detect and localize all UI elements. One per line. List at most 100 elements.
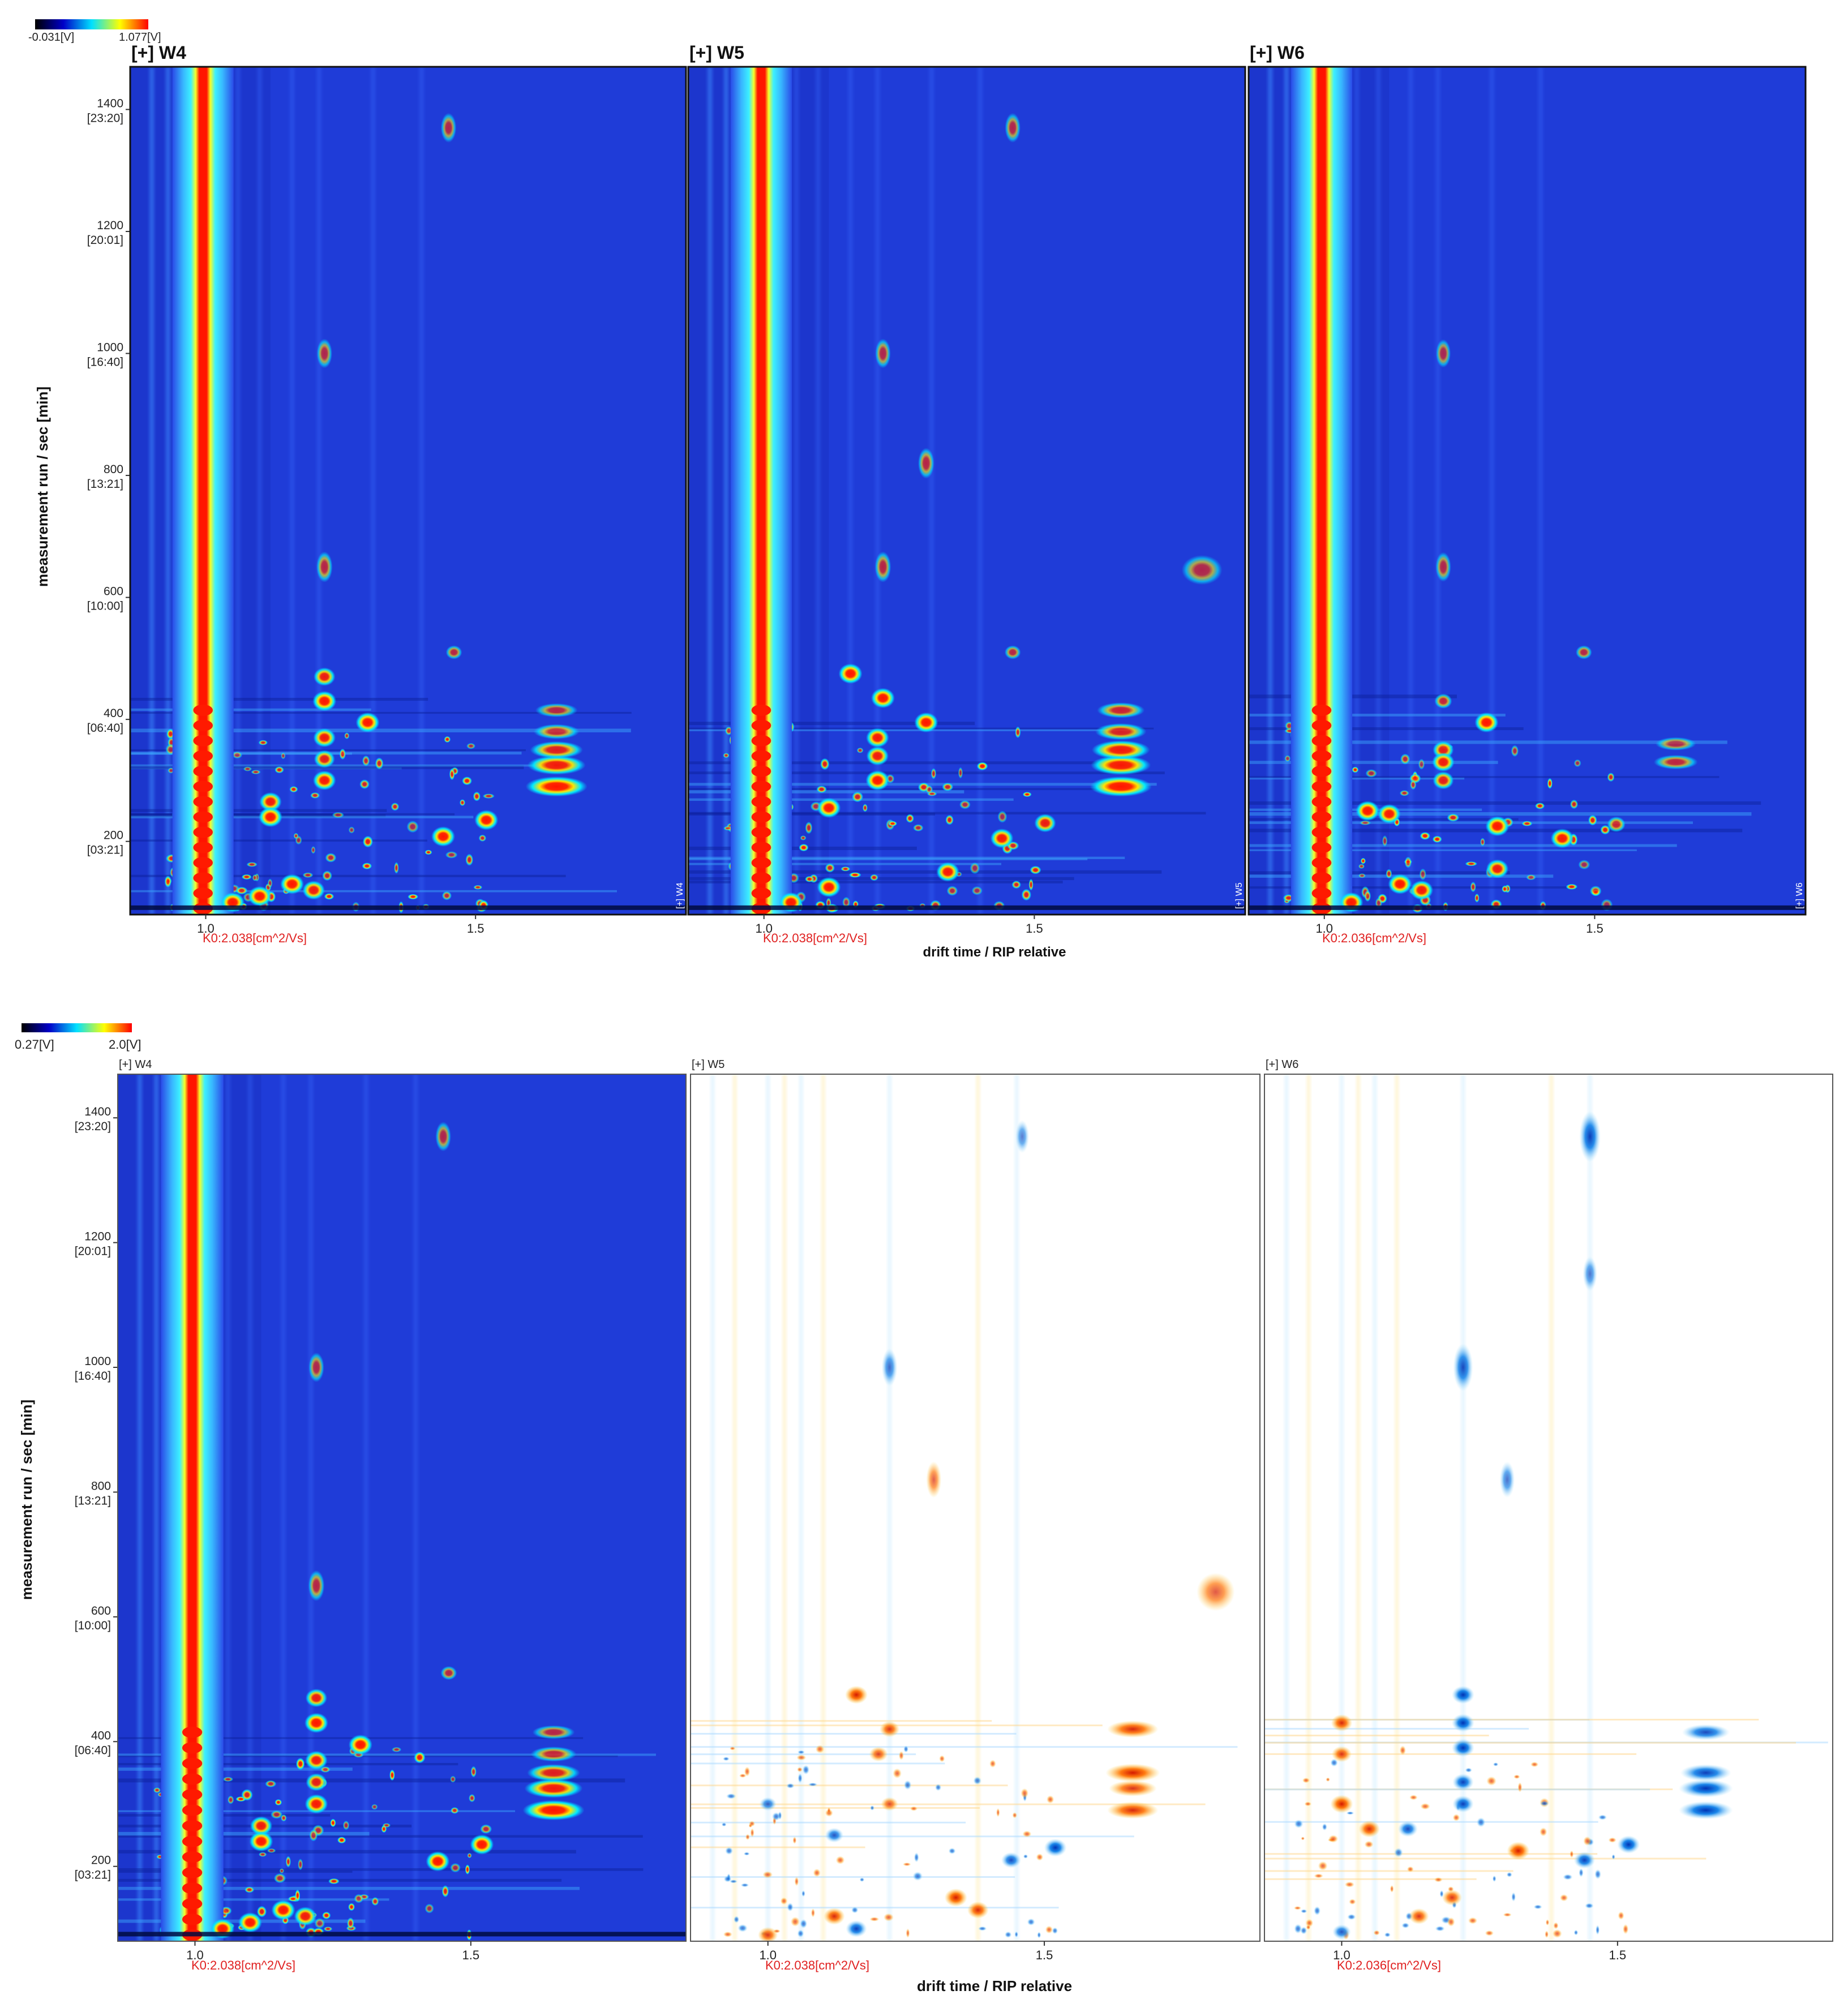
top-panel-w5-plot-trace-line xyxy=(708,67,713,915)
top-panel-w4-plot-peak xyxy=(247,886,272,907)
bottom-panel-w6-plot-speckle xyxy=(1585,1903,1594,1909)
bottom-panel-w4-plot-streak xyxy=(118,1835,643,1838)
bottom-panel-w5-plot-trace-line xyxy=(711,1074,715,1941)
top-panel-w5-k0-label: K0:2.038[cm^2/Vs] xyxy=(763,931,867,945)
top-panel-w4-plot-speckle xyxy=(406,820,419,833)
top-panel-w5-plot-streak xyxy=(688,722,975,726)
top-panel-w6-plot-speckle xyxy=(1382,835,1388,847)
bottom-panel-w6-plot-speckle xyxy=(1623,1924,1629,1934)
bottom-panel-w4-plot-speckle xyxy=(467,1852,472,1859)
bottom-panel-w5-plot-speckle xyxy=(750,1828,754,1838)
top-panel-w4-plot-speckle xyxy=(235,886,248,895)
bottom-panel-w6-plot-speckle xyxy=(1435,1925,1445,1932)
top-panel-w6-plot-speckle xyxy=(1511,745,1519,757)
top-panel-w5-plot-speckle xyxy=(946,886,958,896)
bottom-panel-w6-plot-diff-peak xyxy=(1409,1908,1429,1924)
bottom-panel-w5-plot-streak xyxy=(691,1746,1238,1748)
bottom-panel-w5-plot-streak xyxy=(691,1753,916,1756)
bottom-panel-w6-plot-speckle xyxy=(1530,1761,1539,1767)
top-panel-w5-plot-speckle xyxy=(851,791,864,803)
bottom-panel-w4-plot-speckle xyxy=(371,1897,379,1906)
top-y-tick-sublabel: [03:21] xyxy=(87,844,123,857)
top-panel-w6-plot-speckle xyxy=(1410,779,1417,790)
top-panel-w4-plot-speckle xyxy=(251,770,261,775)
bottom-panel-w5-plot-speckle xyxy=(740,1883,749,1887)
top-panel-w5-plot-speckle xyxy=(958,767,963,779)
bottom-panel-w4-plot-speckle xyxy=(337,1837,346,1844)
bottom-panel-w6-plot-content xyxy=(1264,1074,1833,1941)
bottom-panel-w6-plot-speckle xyxy=(1434,1877,1443,1882)
top-panel-w6-plot-streak xyxy=(1249,777,1465,780)
bottom-panel-w5-plot-speckle xyxy=(813,1868,821,1877)
bottom-panel-w6-plot-x-tick-label: 1.0 xyxy=(1333,1948,1350,1962)
top-y-tick-sublabel: [16:40] xyxy=(87,356,123,369)
bottom-y-tick-label: 400 xyxy=(91,1729,111,1742)
top-panel-w4-plot-speckle xyxy=(325,853,337,863)
top-panel-w6-plot-streak xyxy=(1249,849,1637,851)
bottom-panel-w4-plot-streak xyxy=(118,1898,389,1901)
top-panel-w6-plot-peak xyxy=(1607,816,1626,833)
top-y-tick-sublabel: [06:40] xyxy=(87,722,123,735)
top-panel-w5-plot-x-tick-label: 1.5 xyxy=(1026,921,1043,936)
top-panel-w4-plot-side-label: [+] W4 xyxy=(675,882,685,909)
bottom-panel-w5-plot-speckle xyxy=(780,1897,788,1905)
top-panel-w6-plot-rip-bulge xyxy=(1311,826,1332,838)
bottom-panel-w6-plot-trace-line xyxy=(1340,1074,1344,1941)
bottom-panel-w6-plot-speckle xyxy=(1513,1774,1520,1779)
bottom-panel-w4-plot-speckle xyxy=(450,1863,461,1873)
top-panel-w5-plot-rip-bulge xyxy=(751,796,771,808)
top-panel-w5-plot-speckle xyxy=(888,821,897,826)
bottom-panel-w4-plot-peak xyxy=(532,1725,575,1740)
bottom-panel-w6-plot-speckle xyxy=(1598,1814,1607,1820)
bottom-panel-w5-plot-speckle xyxy=(729,1880,738,1883)
bottom-panel-w5-plot-speckle xyxy=(903,1862,911,1867)
bottom-panel-w6-plot-speckle xyxy=(1409,1795,1418,1800)
top-panel-w4-plot-speckle xyxy=(267,878,273,889)
bottom-panel-w5-plot-speckle xyxy=(739,1773,747,1778)
top-panel-w4-plot-streak xyxy=(130,711,632,714)
bottom-panel-w5-k0-label: K0:2.038[cm^2/Vs] xyxy=(765,1958,869,1972)
bottom-panel-w4-plot-speckle xyxy=(298,1858,303,1870)
top-panel-w5-plot-streak xyxy=(688,761,1113,765)
top-panel-w6-plot-streak xyxy=(1249,761,1498,764)
top-panel-w6-plot-speckle xyxy=(1570,799,1579,809)
bottom-panel-w4-plot-rip-bulge xyxy=(182,1898,203,1910)
top-y-tick-label: 200 xyxy=(104,829,123,842)
bottom-panel-w6-plot-speckle xyxy=(1314,1873,1323,1878)
bottom-panel-w4-plot-streak xyxy=(118,1753,656,1756)
bottom-y-tick-label: 1200 xyxy=(84,1230,111,1243)
bottom-panel-w5-plot-diff-peak xyxy=(1105,1764,1160,1782)
bottom-panel-w5-plot-diff-peak xyxy=(1107,1801,1159,1819)
top-y-tick-sublabel: [20:01] xyxy=(87,234,123,247)
top-panel-w5-plot-speckle xyxy=(1022,792,1032,797)
top-y-tick-sublabel: [23:20] xyxy=(87,111,123,125)
top-panel-w4-plot-speckle xyxy=(164,876,171,888)
bottom-y-tick-sublabel: [20:01] xyxy=(75,1245,111,1258)
top-panel-w4-plot-peak xyxy=(302,881,325,900)
top-panel-w6-plot-speckle xyxy=(1352,766,1359,773)
top-panel-w5-plot-speckle xyxy=(841,866,851,872)
top-panel-w5-plot-peak xyxy=(1091,740,1150,760)
bottom-panel-w4-plot-speckle xyxy=(450,1807,459,1814)
bottom-panel-w5-plot-speckle xyxy=(749,1821,756,1827)
top-panel-w5-plot-speckle xyxy=(971,886,983,895)
top-y-tick-label: 1200 xyxy=(97,219,123,232)
bottom-panel-w4-plot-speckle xyxy=(382,1823,391,1828)
top-panel-w5-plot-speckle xyxy=(976,762,988,771)
top-panel-w5-plot-speckle xyxy=(945,814,954,825)
bottom-panel-w5-plot-streak xyxy=(691,1803,1206,1805)
bottom-panel-w5-plot-speckle xyxy=(934,1783,942,1791)
top-panel-w5-plot-speckle xyxy=(862,804,868,812)
bottom-y-tick-label: 600 xyxy=(91,1604,111,1617)
bottom-panel-w6-plot-speckle xyxy=(1294,1906,1301,1910)
bottom-panel-w4-plot-rip-bulge xyxy=(182,1757,203,1769)
bottom-panel-w4-plot-rip-bulge xyxy=(182,1804,203,1816)
top-y-tick-label: 800 xyxy=(104,463,123,476)
top-panel-w6-plot-streak xyxy=(1249,714,1506,716)
bottom-panel-w5-plot-trace-line xyxy=(976,1074,980,1941)
bottom-panel-w5-plot-streak xyxy=(691,1907,1059,1909)
bottom-panel-w4-plot-peak xyxy=(305,1688,328,1707)
top-panel-w5-plot-peak xyxy=(1095,723,1147,740)
bottom-panel-w4-plot-rip-bulge xyxy=(182,1742,203,1754)
bottom-panel-w4-plot-speckle xyxy=(470,1766,477,1778)
